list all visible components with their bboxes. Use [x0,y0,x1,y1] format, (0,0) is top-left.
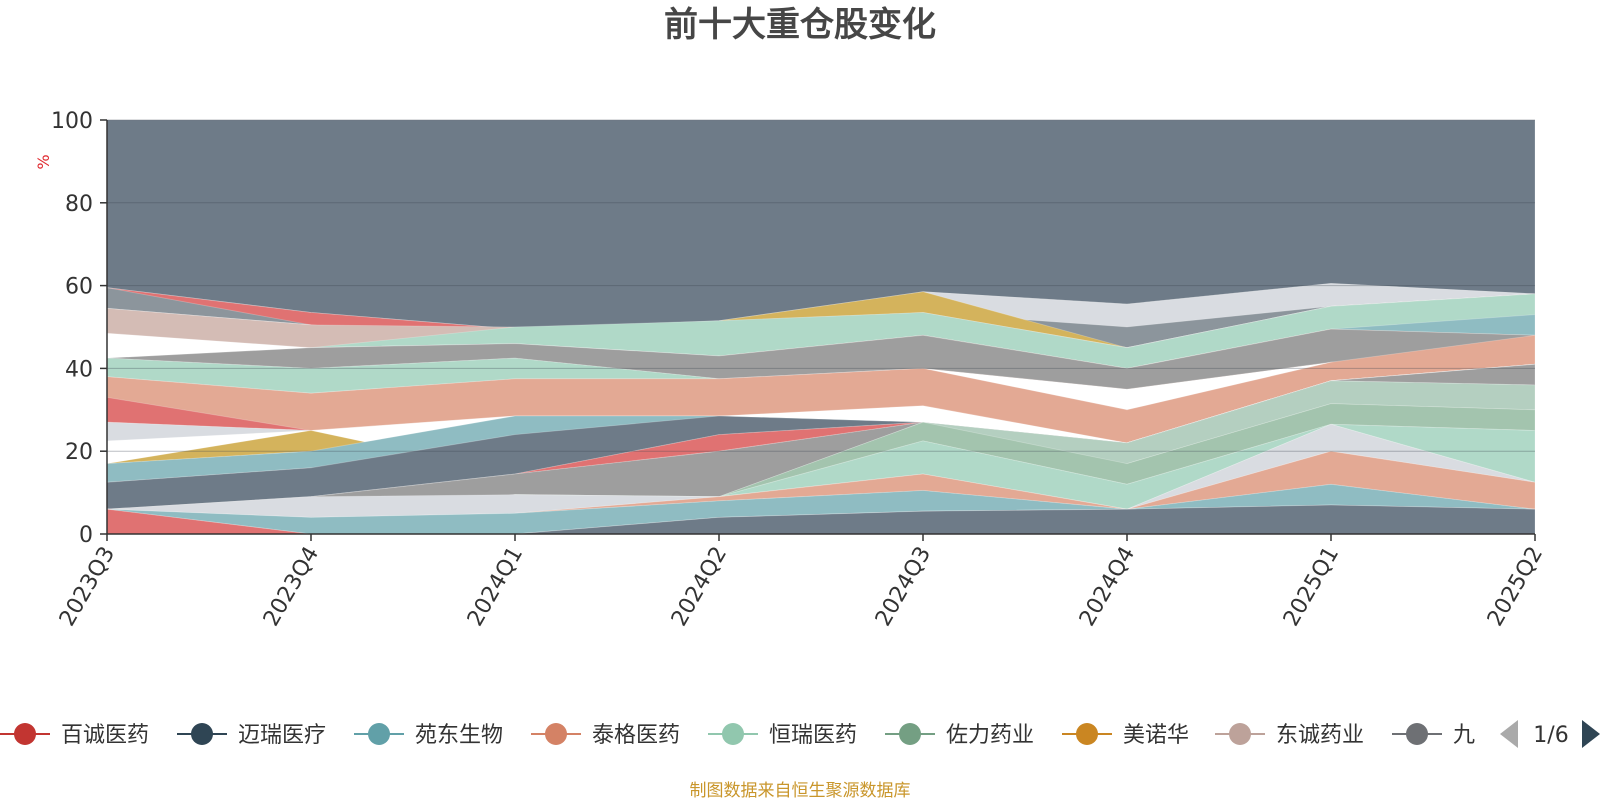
area-series-group [106,119,1536,535]
legend-circle-marker [1406,723,1428,745]
legend[interactable]: 百诚医药 迈瑞医疗 苑东生物 泰格医药 恒瑞医药 佐力药业 美诺华 东诚药业 九 [0,723,1475,748]
legend-label: 泰格医药 [592,723,680,748]
legend-label: 百诚医药 [61,723,149,748]
legend-label: 苑东生物 [415,723,503,748]
legend-label: 恒瑞医药 [769,723,857,748]
footer-source-note: 制图数据来自恒生聚源数据库 [690,781,911,800]
x-tick-label: 2024Q2 [667,543,732,631]
legend-item[interactable]: 泰格医药 [531,723,680,748]
legend-circle-marker [14,723,36,745]
legend-item[interactable]: 佐力药业 [885,723,1034,748]
legend-circle-marker [368,723,390,745]
legend-label: 美诺华 [1123,723,1189,748]
x-tick-label: 2023Q3 [55,543,120,631]
legend-label: 迈瑞医疗 [238,723,326,748]
legend-item[interactable]: 苑东生物 [354,723,503,748]
legend-circle-marker [899,723,921,745]
legend-prev-page-icon[interactable] [1500,720,1518,748]
y-tick-label: 100 [51,109,93,134]
x-tick-label: 2024Q3 [871,543,936,631]
x-tick-label: 2023Q4 [259,543,324,631]
legend-page-indicator: 1/6 [1533,723,1568,748]
area-series-7 [106,314,1536,369]
y-axis-unit-label: % [34,154,53,169]
legend-next-page-icon[interactable] [1582,720,1600,748]
legend-pager: 1/6 [1500,720,1600,748]
x-tick-label: 2024Q4 [1075,543,1140,631]
x-tick-label: 2024Q1 [463,543,528,631]
x-tick-label: 2025Q2 [1483,543,1548,631]
x-tick-label: 2025Q1 [1279,543,1344,631]
y-tick-label: 80 [65,192,93,217]
y-tick-label: 0 [79,523,93,548]
legend-item[interactable]: 恒瑞医药 [708,723,857,748]
chart-title: 前十大重仓股变化 [664,5,936,45]
legend-item[interactable]: 九 [1392,723,1475,748]
legend-circle-marker [191,723,213,745]
legend-label: 佐力药业 [946,723,1034,748]
legend-item[interactable]: 美诺华 [1062,723,1189,748]
legend-circle-marker [722,723,744,745]
legend-item[interactable]: 百诚医药 [0,723,149,748]
y-tick-label: 60 [65,275,93,300]
legend-label: 九 [1453,723,1475,748]
legend-circle-marker [1229,723,1251,745]
legend-label: 东诚药业 [1276,723,1364,748]
legend-circle-marker [1076,723,1098,745]
legend-item[interactable]: 东诚药业 [1215,723,1364,748]
y-tick-label: 40 [65,357,93,382]
legend-circle-marker [545,723,567,745]
y-tick-label: 20 [65,440,93,465]
legend-item[interactable]: 迈瑞医疗 [177,723,326,748]
gridlines [107,119,1535,452]
